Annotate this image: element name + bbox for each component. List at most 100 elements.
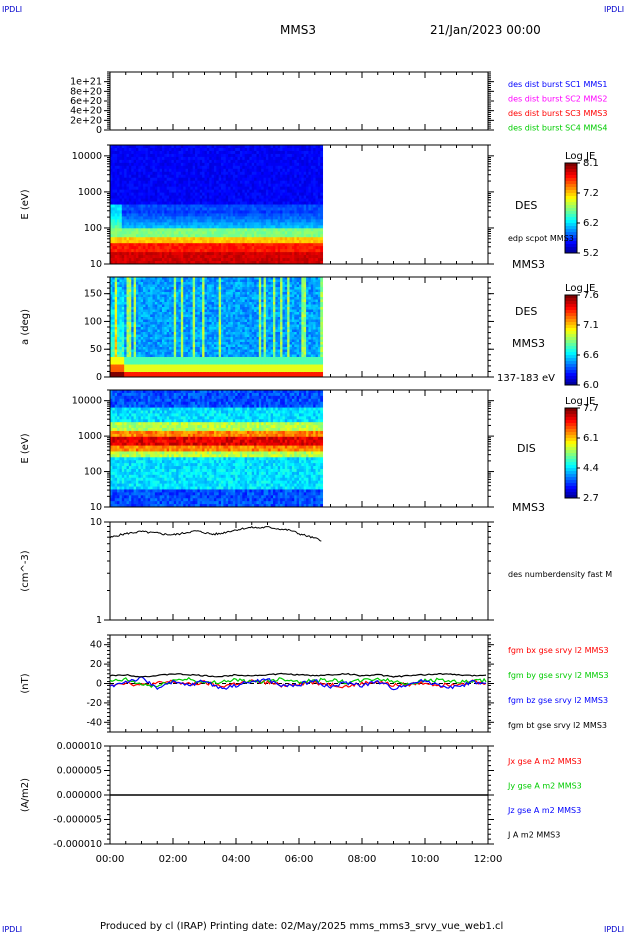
- heatmap-cell: [128, 261, 132, 265]
- heatmap-cell: [275, 171, 279, 176]
- heatmap-cell: [128, 177, 132, 182]
- heatmap-cell: [247, 162, 250, 167]
- heatmap-cell: [282, 258, 286, 262]
- heatmap-cell: [119, 213, 123, 217]
- heatmap-cell: [121, 204, 125, 208]
- heatmap-cell: [110, 367, 113, 370]
- heatmap-cell: [135, 327, 139, 330]
- heatmap-cell: [183, 249, 186, 253]
- heatmap-cell: [299, 216, 302, 220]
- heatmap-cell: [239, 243, 243, 247]
- heatmap-cell: [161, 177, 165, 182]
- heatmap-cell: [117, 334, 120, 338]
- heatmap-cell: [218, 174, 222, 179]
- colorbar-cell: [565, 235, 577, 239]
- heatmap-cell: [251, 174, 255, 179]
- heatmap-cell: [209, 204, 212, 208]
- heatmap-cell: [258, 243, 262, 247]
- heatmap-cell: [251, 189, 255, 193]
- heatmap-cell: [280, 207, 283, 211]
- heatmap-cell: [291, 145, 295, 149]
- heatmap-cell: [128, 201, 132, 205]
- heatmap-cell: [284, 165, 288, 170]
- heatmap-cell: [299, 234, 302, 238]
- heatmap-cell: [301, 222, 305, 226]
- heatmap-cell: [159, 204, 163, 208]
- heatmap-cell: [180, 177, 184, 182]
- heatmap-cell: [232, 234, 236, 238]
- heatmap-cell: [209, 234, 212, 238]
- heatmap-cell: [273, 150, 276, 155]
- heatmap-cell: [143, 234, 146, 238]
- heatmap-cell: [164, 359, 168, 363]
- heatmap-cell: [159, 284, 163, 288]
- heatmap-cell: [218, 207, 222, 211]
- heatmap-cell: [138, 216, 142, 220]
- heatmap-cell: [159, 180, 163, 185]
- heatmap-cell: [228, 258, 231, 262]
- heatmap-cell: [261, 162, 264, 167]
- heatmap-cell: [140, 329, 144, 333]
- heatmap-cell: [126, 312, 130, 315]
- heatmap-cell: [112, 319, 116, 323]
- heatmap-cell: [185, 165, 189, 170]
- heatmap-cell: [306, 228, 309, 232]
- heatmap-cell: [249, 201, 253, 205]
- heatmap-cell: [147, 289, 151, 293]
- heatmap-cell: [315, 195, 319, 199]
- heatmap-cell: [225, 234, 229, 238]
- heatmap-cell: [138, 294, 142, 298]
- heatmap-cell: [256, 201, 260, 205]
- heatmap-cell: [110, 258, 113, 262]
- heatmap-cell: [291, 174, 295, 179]
- heatmap-cell: [164, 153, 168, 158]
- heatmap-cell: [235, 168, 238, 173]
- heatmap-cell: [154, 192, 158, 196]
- heatmap-cell: [303, 225, 307, 229]
- heatmap-cell: [159, 294, 163, 298]
- heatmap-cell: [180, 183, 184, 188]
- heatmap-cell: [195, 231, 198, 235]
- heatmap-cell: [161, 364, 165, 368]
- heatmap-cell: [128, 287, 132, 290]
- heatmap-cell: [206, 174, 210, 179]
- heatmap-cell: [138, 364, 142, 368]
- heatmap-cell: [166, 201, 170, 205]
- heatmap-cell: [159, 171, 163, 176]
- heatmap-cell: [230, 189, 234, 193]
- heatmap-cell: [277, 240, 281, 244]
- heatmap-cell: [135, 312, 139, 315]
- heatmap-cell: [277, 246, 281, 250]
- heatmap-cell: [159, 277, 163, 280]
- heatmap-cell: [228, 204, 231, 208]
- heatmap-cell: [135, 349, 139, 353]
- heatmap-cell: [121, 228, 125, 232]
- heatmap-cell: [221, 189, 224, 193]
- heatmap-cell: [277, 219, 281, 223]
- heatmap-cell: [206, 219, 210, 223]
- heatmap-cell: [157, 292, 161, 295]
- heatmap-cell: [164, 334, 168, 338]
- heatmap-cell: [242, 255, 246, 259]
- heatmap-cell: [150, 186, 153, 191]
- heatmap-cell: [152, 332, 156, 335]
- heatmap-cell: [178, 192, 182, 196]
- heatmap-cell: [138, 312, 142, 315]
- heatmap-cell: [150, 347, 153, 350]
- heatmap-cell: [180, 204, 184, 208]
- heatmap-cell: [223, 165, 227, 170]
- heatmap-cell: [126, 249, 130, 253]
- heatmap-cell: [280, 201, 283, 205]
- heatmap-cell: [114, 231, 118, 235]
- heatmap-cell: [150, 162, 153, 167]
- heatmap-cell: [251, 204, 255, 208]
- heatmap-cell: [239, 204, 243, 208]
- heatmap-cell: [230, 192, 234, 196]
- heatmap-cell: [164, 277, 168, 280]
- heatmap-cell: [166, 168, 170, 173]
- heatmap-cell: [133, 319, 137, 323]
- heatmap-cell: [164, 312, 168, 315]
- heatmap-cell: [161, 237, 165, 241]
- heatmap-cell: [317, 213, 321, 217]
- heatmap-cell: [277, 159, 281, 164]
